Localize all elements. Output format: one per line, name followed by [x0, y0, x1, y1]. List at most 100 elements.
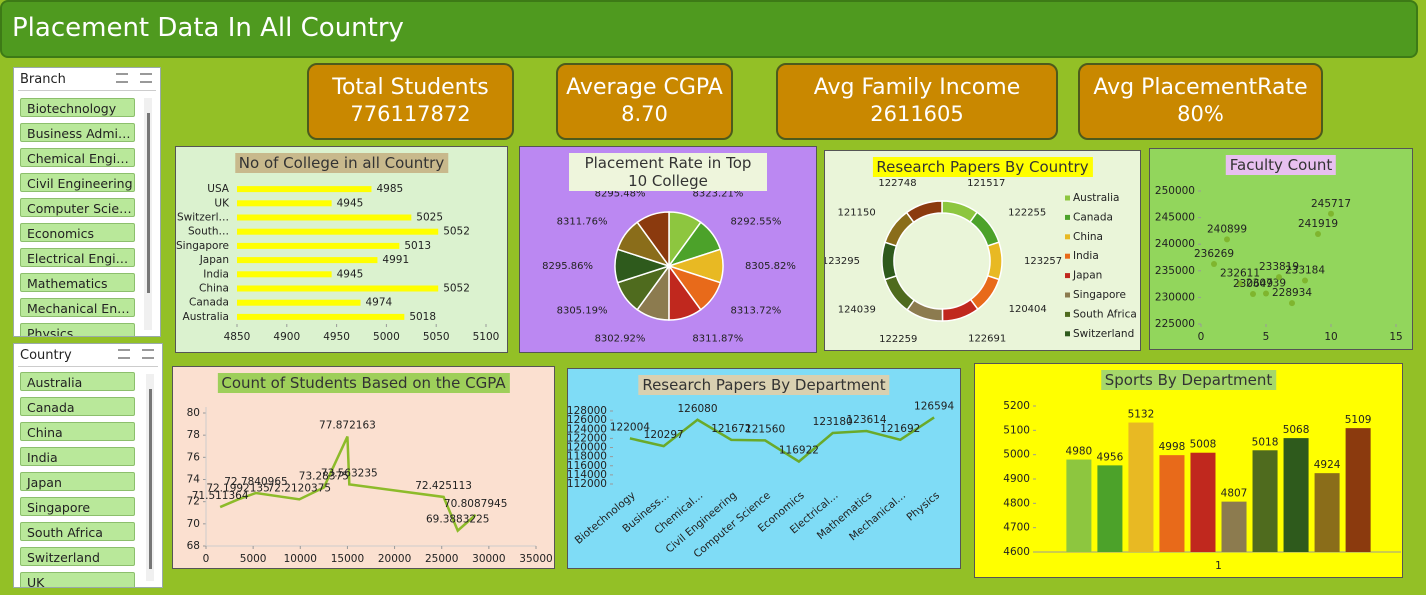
- y-tick-label: Japan: [199, 254, 229, 266]
- point: [1250, 290, 1256, 297]
- y-tick-label: China: [199, 283, 229, 295]
- data-label: 123614: [846, 414, 886, 426]
- slicer-item[interactable]: Electrical Engi…: [20, 248, 135, 267]
- slicer-item[interactable]: Civil Engineering: [20, 173, 135, 192]
- x-tick-label: 4950: [323, 331, 350, 343]
- slice: [941, 298, 979, 322]
- line: [219, 436, 477, 533]
- slicer-title: Country: [20, 348, 72, 363]
- legend-label: Australia: [1073, 192, 1119, 204]
- data-label: 5068: [1283, 424, 1310, 436]
- slicer-item[interactable]: Japan: [20, 472, 135, 491]
- data-label: 5013: [404, 240, 431, 252]
- data-label: 5025: [416, 212, 443, 224]
- legend-marker: [1065, 234, 1070, 240]
- legend-label: China: [1073, 231, 1103, 243]
- data-label: 8305.19%: [557, 306, 608, 317]
- y-tick-label: 72: [187, 496, 200, 508]
- point: [1224, 236, 1230, 243]
- x-tick-label: Biotechnology: [573, 489, 638, 546]
- x-tick-label: 5050: [423, 331, 450, 343]
- y-tick-label: 124000: [568, 423, 607, 435]
- slicer-item[interactable]: Mechanical En…: [20, 298, 135, 317]
- y-tick-label: 76: [187, 451, 201, 463]
- multi-select-icon[interactable]: [116, 73, 128, 83]
- kpi-card: Total Students 776117872: [307, 63, 514, 140]
- data-label: 8305.82%: [745, 261, 796, 272]
- chart: 68 70 72 74 76 78 80 0 5000 10000 15000 20000 25000 3…: [187, 407, 553, 565]
- slicer-title: Branch: [20, 72, 66, 87]
- legend-label: South Africa: [1073, 308, 1137, 320]
- data-label: 121560: [745, 423, 785, 435]
- chart: 4850 4900 4950 5000 5050 5100 USA 4985 UK 4945 Swi…: [176, 183, 499, 343]
- slicer-rule: [18, 90, 156, 91]
- bar: [237, 285, 439, 292]
- slicer-item[interactable]: Canada: [20, 397, 135, 416]
- data-label: 4945: [337, 197, 364, 209]
- point: [1302, 277, 1308, 284]
- y-tick-label: South…: [188, 226, 229, 238]
- data-label: 122748: [878, 178, 916, 189]
- slicer-item[interactable]: Singapore: [20, 497, 135, 516]
- data-label: 126594: [914, 400, 954, 412]
- multi-select-icon[interactable]: [118, 349, 130, 359]
- data-label: 8295.86%: [542, 261, 593, 272]
- bar: [237, 313, 405, 320]
- y-tick-label: 235000: [1155, 265, 1195, 277]
- slicer-item[interactable]: China: [20, 422, 135, 441]
- slicer-item[interactable]: Physics: [20, 323, 135, 336]
- data-label: 70.8087945: [444, 498, 507, 510]
- bar: [1221, 501, 1247, 552]
- clear-filter-icon[interactable]: [142, 349, 154, 359]
- scroll-thumb[interactable]: [147, 113, 150, 293]
- legend-label: India: [1073, 250, 1099, 262]
- x-tick-label: 10000: [284, 553, 317, 565]
- chart-title: Placement Rate in Top 10 College: [569, 153, 767, 191]
- slicer-item[interactable]: Biotechnology: [20, 98, 135, 117]
- slicer-item[interactable]: Mathematics: [20, 273, 135, 292]
- slicer-item[interactable]: Economics: [20, 223, 135, 242]
- slicer-item[interactable]: South Africa: [20, 522, 135, 541]
- slicer-item[interactable]: Computer Scie…: [20, 198, 135, 217]
- slicer-item[interactable]: Australia: [20, 372, 135, 391]
- chart: 121517 122255 123257 120404 122691 122259 1240…: [825, 178, 1137, 345]
- slice: [968, 211, 1000, 247]
- x-tick-label: 15: [1389, 331, 1402, 343]
- y-tick-label: 80: [187, 407, 200, 419]
- data-label: 8313.72%: [730, 306, 781, 317]
- data-label: 69.3883225: [426, 514, 489, 526]
- clear-filter-icon[interactable]: [140, 73, 152, 83]
- bar: [1252, 450, 1278, 552]
- y-tick-label: 225000: [1155, 318, 1195, 330]
- x-tick-label: 20000: [378, 553, 411, 565]
- x-tick-label: 25000: [425, 553, 458, 565]
- y-tick-label: India: [203, 268, 229, 280]
- data-label: 122004: [610, 421, 650, 433]
- x-tick-label: 4900: [273, 331, 300, 343]
- data-label: 5052: [443, 283, 470, 295]
- bar: [1190, 452, 1216, 552]
- slicer-item[interactable]: India: [20, 447, 135, 466]
- bar: [237, 271, 332, 278]
- slicer-item[interactable]: Switzerland: [20, 547, 135, 566]
- x-tick-label: 0: [1198, 331, 1205, 343]
- y-tick-label: USA: [207, 183, 230, 195]
- slicer-item[interactable]: Business Admi…: [20, 123, 135, 142]
- x-tick-label: 5000: [240, 553, 267, 565]
- chart-title: Faculty Count: [1225, 155, 1337, 175]
- x-tick-label: 35000: [519, 553, 552, 565]
- slicer-rule: [18, 366, 158, 367]
- slicer-item[interactable]: UK: [20, 572, 135, 587]
- data-label: 73.563235: [321, 467, 378, 479]
- data-label: 72.425113: [415, 480, 472, 492]
- scroll-thumb[interactable]: [149, 389, 152, 569]
- chart: 1120001140001160001180001200001220001240…: [568, 400, 954, 560]
- slicer-item[interactable]: Chemical Engi…: [20, 148, 135, 167]
- chart-panel: 8323.21% 8292.55% 8305.82% 8313.72% 8311.87%…: [519, 146, 817, 353]
- data-label: 4956: [1097, 451, 1124, 463]
- y-tick-label: 126000: [568, 414, 607, 426]
- data-label: 5052: [443, 226, 470, 238]
- data-label: 71.511364: [192, 490, 249, 502]
- y-tick-label: 5000: [1003, 449, 1030, 461]
- x-tick-label: 4850: [224, 331, 251, 343]
